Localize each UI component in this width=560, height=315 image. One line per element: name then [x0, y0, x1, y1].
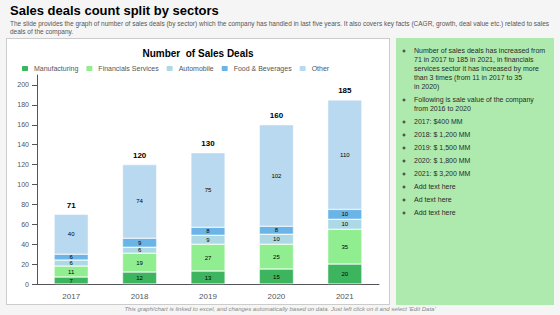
svg-text:60: 60 — [21, 221, 29, 228]
html-text:Sales deals count split by sec: Sales deals count split by sectors — [10, 3, 219, 18]
svg-text:8: 8 — [206, 228, 210, 234]
svg-text:13: 13 — [205, 275, 212, 281]
svg-text:25: 25 — [273, 254, 280, 260]
svg-text:120: 120 — [133, 151, 147, 160]
svg-text:15: 15 — [273, 274, 280, 280]
svg-text:2020: 2020 — [268, 292, 286, 301]
html-text:This graph/chart is linked to: This graph/chart is linked to excel, and… — [124, 306, 436, 312]
svg-text:Manufacturing: Manufacturing — [34, 65, 78, 73]
svg-text:75: 75 — [205, 187, 212, 193]
svg-text:6: 6 — [70, 254, 74, 260]
svg-text:9: 9 — [206, 237, 210, 243]
html-text:2021: $ 3,200 MM: 2021: $ 3,200 MM — [414, 170, 471, 177]
svg-text:74: 74 — [136, 198, 143, 204]
svg-text:20: 20 — [341, 271, 348, 277]
svg-text:2019: 2019 — [199, 292, 217, 301]
svg-text:6: 6 — [138, 247, 142, 253]
svg-text:Other: Other — [312, 65, 330, 72]
svg-text:71: 71 — [67, 201, 76, 210]
svg-text:102: 102 — [271, 173, 282, 179]
html-text:Add text here: Add text here — [414, 209, 456, 216]
html-text:2017: $400 MM: 2017: $400 MM — [414, 118, 463, 125]
svg-text:80: 80 — [21, 201, 29, 208]
html-text:2018: $ 1,200 MM: 2018: $ 1,200 MM — [414, 131, 471, 138]
svg-text:20: 20 — [21, 261, 29, 268]
svg-text:10: 10 — [341, 221, 348, 227]
svg-text:2018: 2018 — [131, 292, 149, 301]
svg-text:2017: 2017 — [62, 292, 80, 301]
svg-text:160: 160 — [270, 111, 284, 120]
svg-text:0: 0 — [25, 281, 29, 288]
svg-text:2021: 2021 — [336, 292, 354, 301]
svg-text:200: 200 — [17, 81, 29, 88]
svg-text:7: 7 — [70, 278, 74, 284]
svg-text:Number of Sales Deals: Number of Sales Deals — [142, 48, 254, 59]
html-text:Number of sales deals has incr: Number of sales deals has increased from… — [414, 47, 546, 90]
html-text:2019: $ 1,500 MM: 2019: $ 1,500 MM — [414, 144, 471, 151]
svg-text:110: 110 — [340, 152, 350, 158]
svg-text:120: 120 — [17, 161, 29, 168]
svg-text:180: 180 — [17, 101, 29, 108]
svg-text:10: 10 — [273, 236, 280, 242]
svg-text:40: 40 — [21, 241, 29, 248]
html-text:Ad text here: Ad text here — [414, 196, 452, 203]
svg-text:19: 19 — [136, 260, 143, 266]
svg-text:6: 6 — [70, 260, 74, 266]
svg-text:Automobile: Automobile — [179, 65, 214, 72]
svg-text:Food & Beverages: Food & Beverages — [234, 65, 292, 73]
svg-text:Financials Services: Financials Services — [98, 65, 159, 72]
html-text:The slide provides the graph o: The slide provides the graph of number o… — [10, 20, 549, 35]
html-text:2020: $ 1,800 MM: 2020: $ 1,800 MM — [414, 157, 471, 164]
svg-text:140: 140 — [17, 141, 29, 148]
html-text:Following is sale value of the: Following is sale value of the company f… — [414, 96, 534, 112]
html-text:Add text here: Add text here — [414, 183, 456, 190]
svg-text:10: 10 — [341, 211, 348, 217]
svg-text:35: 35 — [341, 244, 348, 250]
svg-text:12: 12 — [136, 275, 143, 281]
svg-text:130: 130 — [201, 139, 215, 148]
svg-text:160: 160 — [17, 121, 29, 128]
svg-text:185: 185 — [338, 86, 352, 95]
svg-text:27: 27 — [205, 255, 212, 261]
svg-text:8: 8 — [275, 227, 279, 233]
svg-text:40: 40 — [68, 231, 75, 237]
svg-text:100: 100 — [17, 181, 29, 188]
svg-text:9: 9 — [138, 240, 142, 246]
svg-text:11: 11 — [68, 269, 75, 275]
